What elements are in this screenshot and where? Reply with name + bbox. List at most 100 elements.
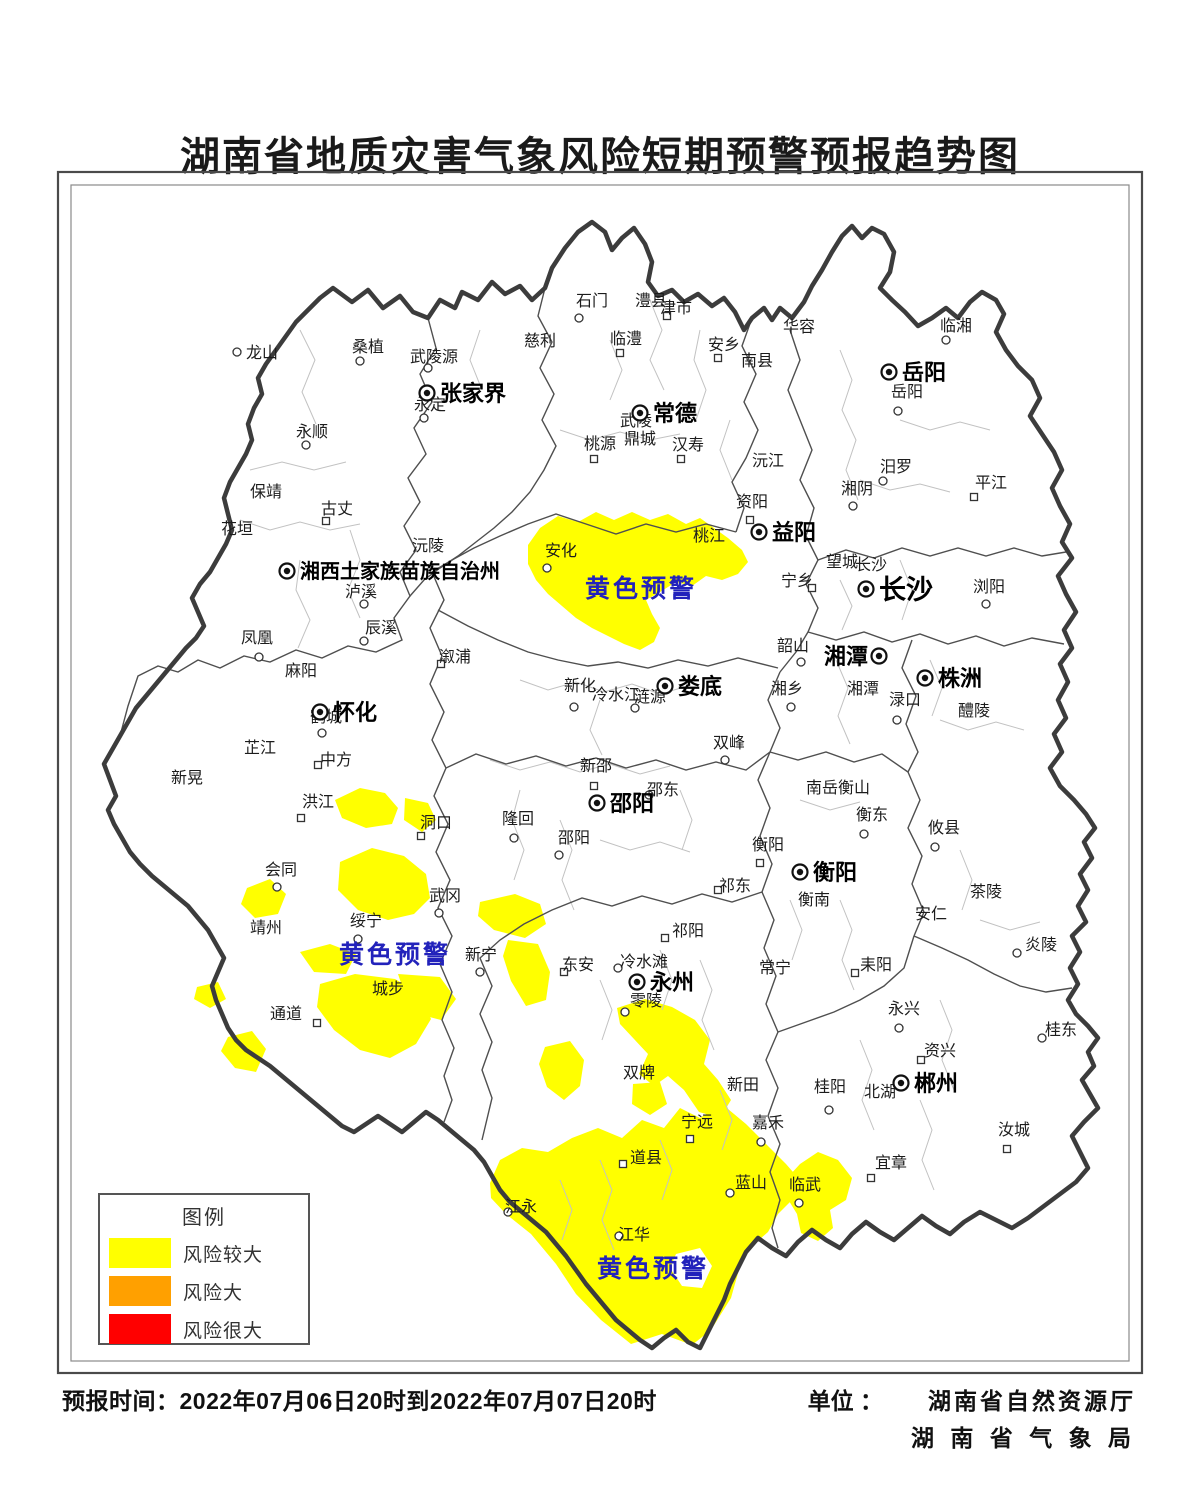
county-label: 江华: [618, 1226, 650, 1244]
county-label: 桃江: [693, 527, 725, 545]
warning-area: [617, 999, 731, 1118]
city-label: 张家界: [440, 381, 506, 406]
county-label: 临武: [789, 1176, 821, 1194]
city-marker: [636, 409, 644, 417]
county-label: 中方: [320, 751, 352, 769]
city-label: 衡阳: [813, 860, 857, 885]
county-marker: [893, 406, 903, 416]
unit-label: 单位 ：: [807, 1388, 884, 1414]
city-label: 娄底: [678, 674, 722, 699]
county-label: 双峰: [713, 734, 745, 752]
county-label: 南县: [741, 352, 773, 370]
county-label: 新宁: [465, 946, 497, 964]
county-label: 茶陵: [970, 883, 1002, 901]
city-marker: [593, 799, 601, 807]
county-label: 常宁: [759, 959, 791, 977]
warning-area: [632, 1082, 667, 1115]
warning-area: [338, 848, 430, 920]
county-label: 湘乡: [771, 680, 803, 698]
county-label: 安仁: [915, 905, 947, 923]
legend: 图例 风险较大 风险大 风险很大: [98, 1193, 310, 1345]
city-marker: [633, 978, 641, 986]
warning-area: [539, 1041, 584, 1100]
county-label: 澧县: [635, 292, 667, 310]
county-marker: [1012, 948, 1022, 958]
county-marker: [355, 356, 365, 366]
county-label: 武陵源: [410, 348, 458, 366]
unit-line2: 湖 南 省 气 象 局: [911, 1425, 1136, 1451]
county-label: 新晃: [171, 769, 203, 787]
county-marker: [720, 755, 730, 765]
city-label: 郴州: [914, 1071, 958, 1096]
county-marker: [1002, 1144, 1012, 1154]
county-marker: [756, 1137, 766, 1147]
county-label: 临湘: [940, 317, 972, 335]
county-label: 城步: [372, 980, 404, 998]
county-label: 江永: [505, 1198, 537, 1216]
city-marker: [661, 682, 669, 690]
warning-area-hole: [670, 1248, 712, 1288]
county-marker: [554, 850, 564, 860]
county-label: 沅陵: [412, 537, 444, 555]
county-label: 武冈: [429, 887, 461, 905]
warning-label: 黄色预警: [585, 574, 697, 603]
county-label: 宁乡: [781, 572, 813, 590]
county-marker: [1037, 1033, 1047, 1043]
county-marker: [353, 934, 363, 944]
county-label: 洞口: [420, 814, 452, 832]
county-label: 衡南: [798, 891, 830, 909]
warning-area: [786, 1152, 852, 1241]
county-marker: [475, 967, 485, 977]
county-marker: [321, 516, 331, 526]
county-marker: [685, 1134, 695, 1144]
county-marker: [713, 885, 723, 895]
county-marker: [317, 728, 327, 738]
city-marker: [316, 708, 324, 716]
county-label: 麻阳: [285, 662, 317, 680]
warning-area: [404, 798, 436, 832]
county-marker: [745, 515, 755, 525]
county-marker: [232, 347, 242, 357]
county-label: 宁远: [681, 1113, 713, 1131]
county-label: 桑植: [352, 338, 384, 356]
county-label: 安乡: [708, 336, 740, 354]
warning-area: [398, 974, 456, 1020]
county-label: 零陵: [630, 992, 662, 1010]
county-marker: [359, 636, 369, 646]
legend-row: 风险很大: [109, 1314, 308, 1344]
map-frame-inner: [70, 184, 1130, 1362]
county-marker: [613, 963, 623, 973]
city-marker: [875, 652, 883, 660]
city-marker: [423, 389, 431, 397]
county-label: 通道: [270, 1005, 302, 1023]
county-marker: [272, 882, 282, 892]
prefecture-boundaries: [119, 287, 1073, 1249]
county-marker: [312, 1018, 322, 1028]
warning-area: [317, 974, 431, 1058]
county-marker: [644, 790, 654, 800]
city-marker: [885, 368, 893, 376]
city-label: 湘西土家族苗族自治州: [300, 559, 500, 583]
legend-swatch-orange: [109, 1276, 171, 1306]
county-label: 汨罗: [880, 458, 912, 476]
county-marker: [878, 476, 888, 486]
county-label: 永定: [414, 396, 446, 414]
city-label: 邵阳: [609, 791, 654, 816]
county-marker: [434, 908, 444, 918]
county-label: 汝城: [998, 1121, 1030, 1139]
county-marker: [509, 833, 519, 843]
legend-row: 风险大: [109, 1276, 308, 1306]
province-border: [101, 219, 1101, 1351]
legend-row: 风险较大: [109, 1238, 308, 1268]
county-label: 会同: [265, 861, 297, 879]
county-label: 南岳衡山: [806, 779, 870, 797]
county-marker: [866, 1173, 876, 1183]
county-marker: [559, 967, 569, 977]
county-marker: [296, 813, 306, 823]
county-marker: [589, 454, 599, 464]
legend-label: 风险较大: [183, 1244, 264, 1266]
county-marker: [254, 652, 264, 662]
county-label: 涟源: [634, 688, 666, 706]
